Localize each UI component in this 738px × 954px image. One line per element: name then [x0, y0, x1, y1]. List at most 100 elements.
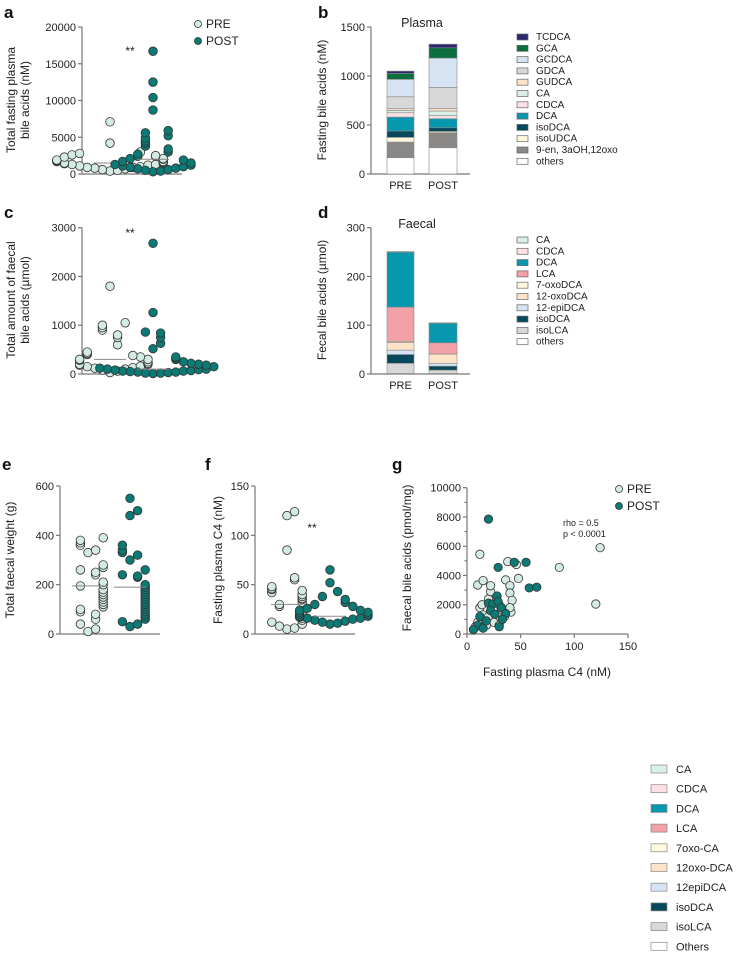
bar-segment-cdca: [428, 115, 458, 120]
legend-marker-post: [194, 37, 202, 45]
bottom-legend-swatch: [650, 902, 668, 912]
panel-label-f: f: [205, 455, 211, 474]
bar-segment-lca: [386, 306, 415, 342]
data-point-pre: [74, 354, 85, 365]
data-point-post: [125, 162, 135, 173]
y-axis-label: Fasting bile acids (nM): [315, 40, 329, 161]
x-axis-label: Fasting plasma C4 (nM): [483, 665, 611, 679]
scatter-point-post: [521, 557, 531, 567]
chart-title: Faecal: [398, 217, 436, 231]
p-value-annotation: p < 0.0001: [563, 529, 606, 539]
bar-segment-dca: [386, 251, 415, 308]
legend-marker-pre: [615, 485, 623, 493]
data-point-post: [310, 615, 320, 625]
bar-segment-12-epidca: [428, 362, 458, 367]
data-point-post: [171, 352, 181, 362]
y-tick-label: 1000: [341, 71, 365, 83]
data-point-pre: [82, 162, 92, 173]
y-tick-label: 20000: [45, 22, 76, 34]
y-tick-label: 8000: [437, 512, 461, 524]
data-point-pre: [75, 619, 86, 629]
data-point-post: [125, 555, 135, 565]
data-point-post: [355, 605, 366, 616]
data-point-post: [140, 579, 150, 590]
legend-label: CDCA: [536, 100, 565, 111]
bar-segment-tcdca: [386, 70, 415, 74]
scatter-point-pre: [486, 581, 496, 591]
bar-segment-gcdca: [386, 79, 415, 98]
legend-swatch: [516, 56, 529, 63]
legend-label-pre: PRE: [627, 482, 652, 496]
bottom-legend-label: LCA: [676, 823, 698, 835]
data-point-post: [317, 617, 328, 627]
data-point-post: [132, 571, 143, 581]
data-point-post: [148, 307, 158, 318]
bottom-legend-label: DCA: [676, 803, 700, 815]
data-point-pre: [90, 545, 101, 555]
bar-segment-12-oxodca: [386, 342, 415, 351]
legend-swatch: [516, 259, 529, 266]
legend-label: CDCA: [536, 246, 565, 257]
scatter-point-pre: [554, 562, 564, 573]
panel-label-d: d: [318, 203, 328, 222]
scatter-point-post: [483, 514, 494, 524]
data-point-pre: [90, 624, 101, 634]
data-point-post: [140, 128, 151, 138]
data-point-post: [140, 565, 150, 575]
x-tick-label: 0: [464, 641, 470, 653]
legend-label: CA: [536, 235, 550, 246]
legend-label: isoDCA: [536, 122, 570, 133]
legend-swatch: [516, 78, 529, 86]
legend-swatch: [516, 315, 529, 323]
y-tick-label: 10000: [430, 483, 461, 495]
bottom-legend-label: CDCA: [676, 784, 708, 796]
y-tick-label: 10000: [45, 96, 76, 108]
y-tick-label: 6000: [437, 541, 461, 553]
bottom-legend-swatch: [650, 784, 668, 794]
bar-segment-12-oxodca: [428, 353, 458, 364]
data-point-post: [294, 605, 305, 616]
data-point-pre: [289, 623, 300, 633]
bottom-legend-label: 7oxo-CA: [676, 843, 719, 855]
bottom-legend-label: 12epiDCA: [676, 882, 727, 894]
legend-swatch: [516, 304, 529, 312]
y-tick-label: 0: [70, 369, 76, 381]
bar-segment-lca: [428, 342, 458, 355]
data-point-pre: [98, 560, 108, 570]
legend-swatch: [516, 90, 529, 97]
legend-swatch: [516, 281, 529, 289]
data-point-pre: [135, 352, 146, 362]
data-point-post: [148, 238, 158, 249]
scatter-point-post: [475, 611, 485, 622]
y-tick-label: 50: [237, 580, 249, 592]
bottom-legend-swatch: [650, 941, 668, 951]
legend-label: DCA: [536, 258, 557, 269]
scatter-point-post: [468, 625, 479, 635]
y-axis-label: Fecal bile acids (µmol): [315, 240, 329, 360]
data-point-pre: [267, 617, 277, 627]
data-point-post: [132, 619, 143, 629]
y-tick-label: 3000: [52, 223, 76, 235]
legend-swatch: [516, 33, 529, 41]
data-point-pre: [90, 567, 101, 578]
scatter-point-post: [497, 614, 508, 624]
bar-segment-dca: [428, 322, 458, 344]
legend-label: GUDCA: [536, 77, 572, 88]
data-point-pre: [67, 150, 77, 160]
data-point-pre: [267, 581, 277, 592]
legend-label: GCDCA: [536, 55, 572, 66]
data-point-pre: [105, 138, 115, 148]
data-point-post: [310, 599, 320, 610]
y-axis-label: Total amount of faecal: [4, 241, 18, 358]
significance-marker: **: [125, 44, 135, 58]
y-tick-label: 0: [359, 369, 365, 381]
scatter-point-pre: [475, 549, 485, 559]
y-tick-label: 300: [347, 223, 365, 235]
bottom-legend-swatch: [650, 863, 668, 872]
y-axis-label: Total faecal weight (g): [3, 502, 17, 619]
data-point-post: [171, 163, 181, 173]
data-point-pre: [150, 150, 161, 161]
data-point-post: [125, 510, 135, 521]
